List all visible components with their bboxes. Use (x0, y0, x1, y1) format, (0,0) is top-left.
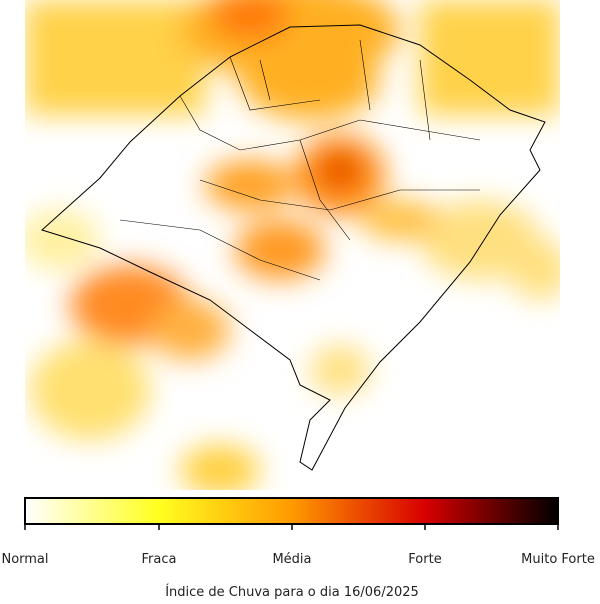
caption: Índice de Chuva para o dia 16/06/2025 (165, 584, 419, 600)
legend-label: Forte (408, 552, 441, 567)
municipal-borders (119, 39, 481, 281)
state-outline (41, 24, 546, 471)
colorbar (24, 497, 559, 525)
legend-label: Fraca (142, 552, 177, 567)
heatmap (25, 0, 560, 490)
legend-label: Muito Forte (521, 552, 595, 567)
legend-label: Normal (1, 552, 48, 567)
colorbar-ticks (24, 524, 559, 530)
legend-label: Média (272, 552, 311, 567)
